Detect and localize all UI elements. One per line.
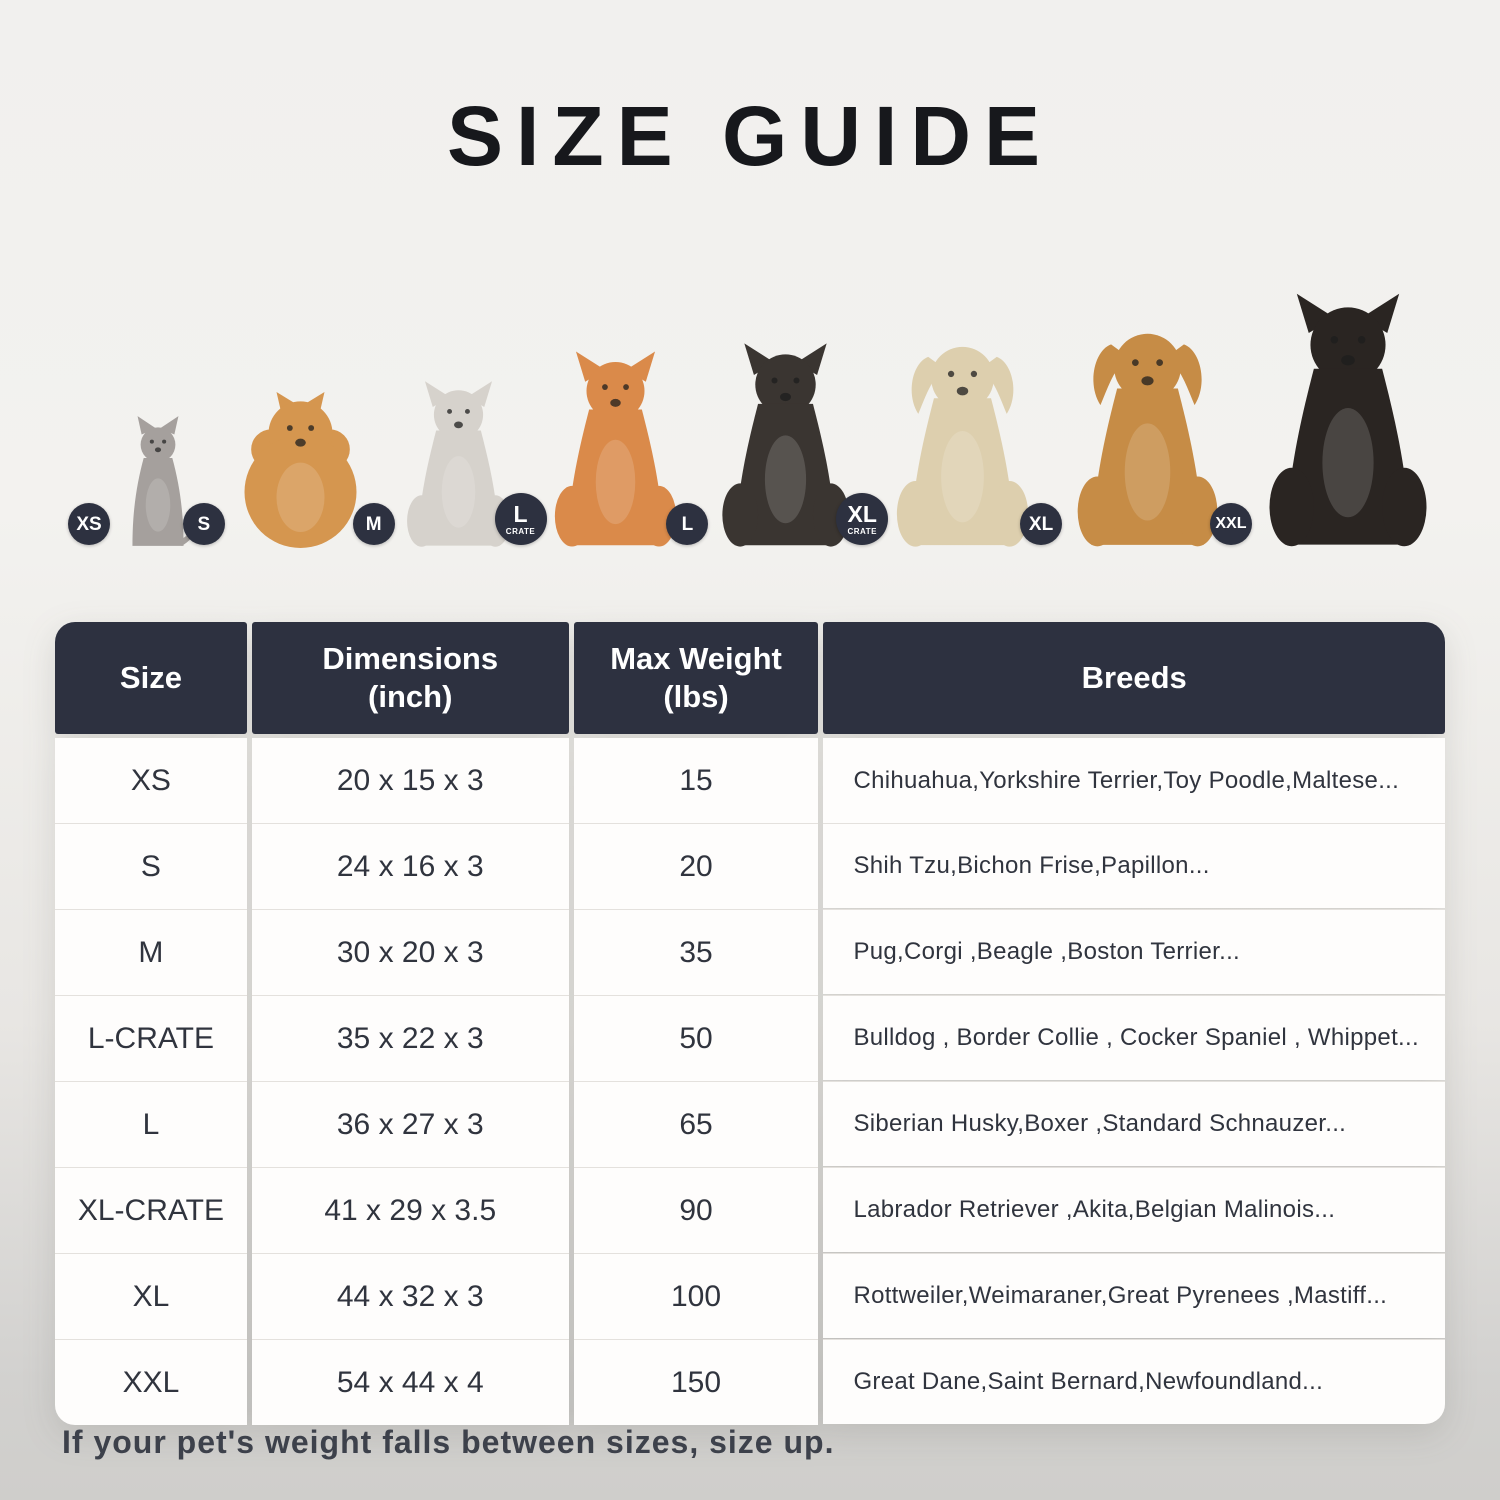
size-badge-l: L	[666, 503, 709, 545]
table-cell-breeds: Siberian Husky,Boxer ,Standard Schnauzer…	[823, 1081, 1445, 1166]
table-cell-dimensions: 44 x 32 x 3	[251, 1253, 569, 1339]
size-badge-l-crate: L CRATE	[494, 493, 547, 545]
doberman-icon	[1254, 292, 1442, 548]
table-cell-size: L-CRATE	[55, 995, 247, 1081]
table-cell-dimensions: 30 x 20 x 3	[251, 909, 569, 995]
table-cell-size: XXL	[55, 1339, 247, 1425]
table-cell-dimensions: 24 x 16 x 3	[251, 823, 569, 909]
sizing-note: If your pet's weight falls between sizes…	[62, 1424, 835, 1460]
table-cell-dimensions: 20 x 15 x 3	[251, 738, 569, 823]
golden-retriever-icon	[1064, 320, 1231, 548]
table-cell-breeds: Bulldog , Border Collie , Cocker Spaniel…	[823, 995, 1445, 1080]
column-header-size: Size	[55, 622, 247, 734]
table-cell-max-weight: 20	[573, 823, 819, 909]
labrador-icon	[884, 334, 1041, 548]
table-cell-dimensions: 35 x 22 x 3	[251, 995, 569, 1081]
pet-figure-xl: XL	[1020, 320, 1231, 548]
table-cell-breeds: Rottweiler,Weimaraner,Great Pyrenees ,Ma…	[823, 1253, 1445, 1338]
table-cell-size: XS	[55, 738, 247, 823]
pet-figure-s: S	[182, 388, 374, 548]
table-cell-max-weight: 100	[573, 1253, 819, 1339]
size-badge-xs: XS	[68, 503, 110, 545]
size-badge-s: S	[182, 503, 225, 545]
table-cell-dimensions: 54 x 44 x 4	[251, 1339, 569, 1425]
table-cell-breeds: Labrador Retriever ,Akita,Belgian Malino…	[823, 1167, 1445, 1252]
column-header-breeds: Breeds	[823, 622, 1445, 734]
table-cell-size: L	[55, 1081, 247, 1167]
pet-figure-xs: XS	[68, 415, 204, 548]
table-cell-max-weight: 50	[573, 995, 819, 1081]
size-badge-m: M	[352, 503, 395, 545]
table-cell-size: XL-CRATE	[55, 1167, 247, 1253]
pomeranian-icon	[227, 388, 374, 548]
table-cell-breeds: Pug,Corgi ,Beagle ,Boston Terrier...	[823, 909, 1445, 994]
pets-row: XS S M L CRATE L XL CRATE XL XXL	[68, 280, 1442, 548]
table-cell-size: S	[55, 823, 247, 909]
size-badge-xl-crate: XL CRATE	[836, 493, 889, 545]
pet-figure-xl-crate: XL CRATE	[836, 334, 1041, 548]
pet-figure-m: M	[352, 380, 520, 548]
table-cell-dimensions: 36 x 27 x 3	[251, 1081, 569, 1167]
table-cell-max-weight: 15	[573, 738, 819, 823]
pet-figure-l: L	[666, 342, 861, 548]
size-badge-xl: XL	[1020, 503, 1063, 545]
table-cell-breeds: Chihuahua,Yorkshire Terrier,Toy Poodle,M…	[823, 738, 1445, 823]
page-title: SIZE GUIDE	[446, 89, 1054, 183]
table-cell-max-weight: 35	[573, 909, 819, 995]
table-cell-max-weight: 150	[573, 1339, 819, 1425]
column-header-dimensions: Dimensions (inch)	[251, 622, 569, 734]
table-cell-max-weight: 65	[573, 1081, 819, 1167]
table-cell-size: M	[55, 909, 247, 995]
size-table: Size Dimensions (inch) Max Weight (lbs) Br…	[55, 622, 1445, 1425]
table-cell-max-weight: 90	[573, 1167, 819, 1253]
column-header-max-weight: Max Weight (lbs)	[573, 622, 819, 734]
table-cell-dimensions: 41 x 29 x 3.5	[251, 1167, 569, 1253]
pet-figure-l-crate: L CRATE	[494, 350, 688, 548]
pet-figure-xxl: XXL	[1209, 292, 1442, 548]
table-cell-size: XL	[55, 1253, 247, 1339]
table-cell-breeds: Shih Tzu,Bichon Frise,Papillon...	[823, 823, 1445, 908]
table-cell-breeds: Great Dane,Saint Bernard,Newfoundland...	[823, 1339, 1445, 1424]
size-badge-xxl: XXL	[1209, 503, 1252, 545]
